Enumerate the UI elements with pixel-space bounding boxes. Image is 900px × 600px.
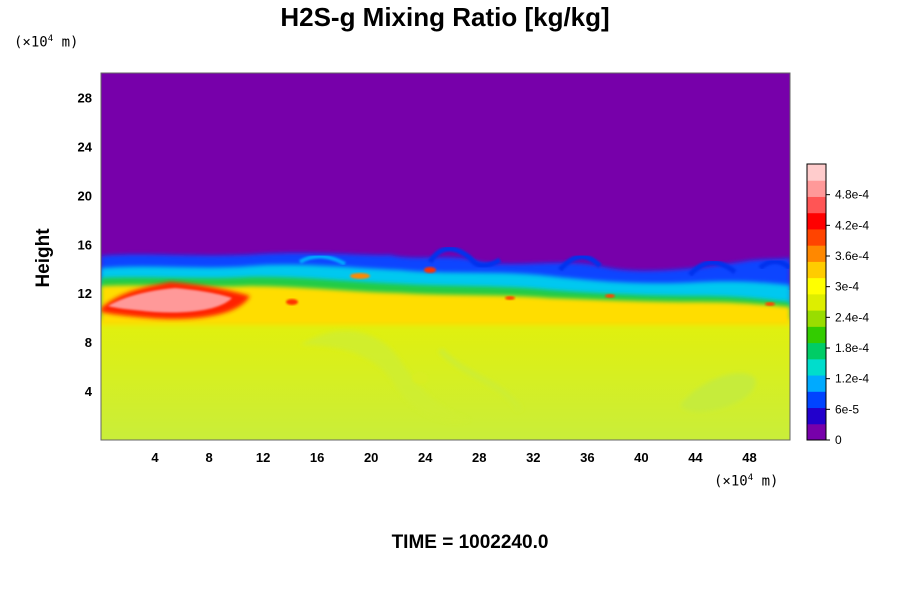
y-tick-label: 8 <box>85 335 92 350</box>
colorbar-segment <box>807 375 826 392</box>
x-tick-label: 40 <box>634 450 648 465</box>
colorbar-segment <box>807 293 826 311</box>
colorbar-segment <box>807 423 826 441</box>
colorbar-tick-label: 1.8e-4 <box>835 341 869 355</box>
colorbar-segment <box>807 180 826 197</box>
chart-title: H2S-g Mixing Ratio [kg/kg] <box>280 2 610 32</box>
x-unit-label: (×104 m) <box>714 473 779 490</box>
x-tick-label: 4 <box>151 450 159 465</box>
colorbar-segment <box>807 196 826 214</box>
x-tick-label: 28 <box>472 450 486 465</box>
colorbar-segment <box>807 358 826 376</box>
colorbar-tick-label: 0 <box>835 433 842 447</box>
plot-frame <box>100 72 791 441</box>
x-tick-label: 20 <box>364 450 378 465</box>
colorbar-tick-label: 2.4e-4 <box>835 310 869 324</box>
time-label: TIME = 1002240.0 <box>391 532 549 553</box>
x-tick-label: 12 <box>256 450 270 465</box>
colorbar-segment <box>807 310 826 327</box>
y-tick-label: 16 <box>78 237 92 252</box>
colorbar-segment <box>807 164 826 181</box>
x-tick-label: 48 <box>742 450 756 465</box>
x-tick-label: 36 <box>580 450 594 465</box>
colorbar-frame <box>806 163 827 441</box>
mixing-layer <box>101 246 790 325</box>
y-tick-label: 4 <box>85 384 93 399</box>
y-tick-label: 28 <box>78 90 92 105</box>
y-unit-label: (×104 m) <box>14 34 79 51</box>
colorbar-segment <box>807 326 826 344</box>
colorbar-tick-label: 6e-5 <box>835 402 859 416</box>
y-axis-ticks: 4 8 12 16 20 24 28 <box>78 90 93 399</box>
colorbar-segment <box>807 391 826 409</box>
x-tick-label: 24 <box>418 450 433 465</box>
x-tick-label: 16 <box>310 450 324 465</box>
x-tick-label: 32 <box>526 450 540 465</box>
colorbar-segment <box>807 228 826 246</box>
colorbar-tick-label: 4.2e-4 <box>835 218 869 232</box>
x-tick-label: 8 <box>205 450 212 465</box>
colorbar-tick-label: 3e-4 <box>835 280 859 294</box>
colorbar-segment <box>807 277 826 295</box>
colorbar-tick-label: 4.8e-4 <box>835 188 869 202</box>
y-tick-label: 20 <box>78 188 92 203</box>
colorbar: 0 6e-5 1.2e-4 1.8e-4 2.4e-4 3e-4 3.6e-4 4.2e-4 4… <box>806 163 869 447</box>
colorbar-segment <box>807 407 826 425</box>
colorbar-segment <box>807 261 826 279</box>
x-tick-label: 44 <box>688 450 703 465</box>
lower-structures <box>300 330 756 422</box>
colorbar-tick-label: 3.6e-4 <box>835 249 869 263</box>
plot-area <box>101 73 790 440</box>
x-axis-ticks: 4 8 12 16 20 24 28 32 36 40 44 48 <box>151 450 756 465</box>
peak-region <box>101 282 250 320</box>
colorbar-tick-label: 1.2e-4 <box>835 372 869 386</box>
colorbar-segment <box>807 212 826 230</box>
colorbar-segment <box>807 245 826 262</box>
y-tick-label: 12 <box>78 286 92 301</box>
y-tick-label: 24 <box>78 139 93 154</box>
colorbar-segment <box>807 342 826 360</box>
